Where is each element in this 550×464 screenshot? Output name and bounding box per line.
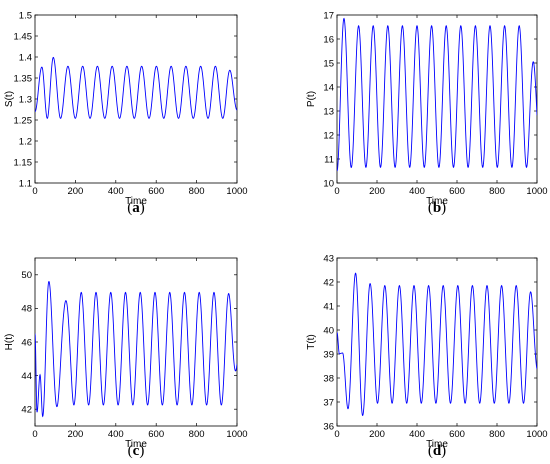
y-tick-label: 42 bbox=[21, 405, 32, 416]
y-tick-label: 10 bbox=[323, 178, 334, 189]
y-tick-label: 41 bbox=[323, 301, 334, 312]
y-tick-label: 15 bbox=[323, 58, 334, 69]
x-axis-label: Time bbox=[426, 439, 448, 450]
x-axis-label: Time bbox=[426, 196, 448, 207]
x-tick-label: 0 bbox=[32, 186, 37, 197]
x-tick-label: 400 bbox=[409, 186, 425, 197]
y-tick-label: 16 bbox=[323, 34, 334, 45]
x-axis-label: Time bbox=[125, 196, 147, 207]
y-tick-label: 11 bbox=[324, 154, 334, 165]
x-tick-label: 600 bbox=[148, 186, 164, 197]
x-tick-label: 600 bbox=[449, 186, 465, 197]
panel-d: 0 200 400 600 800 1000 36 37 38 39 40 41 42 43 Time T(t… bbox=[306, 253, 548, 459]
x-tick-label: 0 bbox=[32, 429, 37, 440]
plot-frame bbox=[34, 257, 238, 427]
series-line bbox=[337, 17, 537, 172]
y-tick-label: 48 bbox=[21, 304, 32, 315]
x-tick-label: 0 bbox=[334, 429, 339, 440]
panel-c: 0 200 400 600 800 1000 42 44 46 48 50 Time H(t) (c) bbox=[4, 257, 248, 459]
y-tick-label: 43 bbox=[323, 253, 334, 264]
y-tick-label: 1.2 bbox=[19, 136, 32, 147]
x-tick-label: 200 bbox=[67, 186, 83, 197]
x-tick-label: 1000 bbox=[526, 186, 547, 197]
x-axis-label: Time bbox=[125, 439, 147, 450]
y-tick-label: 12 bbox=[323, 130, 334, 141]
x-tick-label: 800 bbox=[489, 186, 505, 197]
y-tick-label: 1.45 bbox=[14, 31, 33, 42]
panel-letter: a bbox=[132, 200, 140, 216]
x-tick-label: 800 bbox=[189, 429, 205, 440]
series-line bbox=[35, 56, 237, 119]
panel-caption: (d) bbox=[428, 443, 446, 459]
y-tick-label: 1.35 bbox=[14, 73, 33, 84]
x-tick-label: 1000 bbox=[526, 429, 547, 440]
x-tick-label: 600 bbox=[148, 429, 164, 440]
y-tick-label: 1.4 bbox=[19, 52, 32, 63]
panel-a: 0 200 400 600 800 1000 1.1 1.15 1.2 1.25 1.3 1.35 1.… bbox=[4, 10, 248, 216]
y-tick-label: 44 bbox=[21, 371, 32, 382]
panel-letter: d bbox=[433, 443, 442, 459]
y-tick-label: 14 bbox=[323, 82, 334, 93]
y-tick-label: 36 bbox=[323, 421, 334, 432]
panel-caption: (b) bbox=[428, 200, 446, 216]
x-tick-label: 600 bbox=[449, 429, 465, 440]
x-tick-label: 200 bbox=[369, 186, 385, 197]
y-axis-label: P(t) bbox=[306, 91, 317, 107]
panel-letter: c bbox=[133, 443, 140, 459]
panel-b: 0 200 400 600 800 1000 10 11 12 13 14 15 16 17 Time P(t… bbox=[306, 10, 548, 216]
y-tick-label: 1.3 bbox=[19, 94, 32, 105]
plot-frame bbox=[336, 14, 538, 184]
y-tick-label: 1.5 bbox=[19, 10, 32, 21]
x-tick-label: 800 bbox=[189, 186, 205, 197]
plot-frame bbox=[336, 257, 538, 427]
y-tick-label: 40 bbox=[323, 325, 334, 336]
y-axis-label: T(t) bbox=[306, 334, 317, 350]
series-line bbox=[337, 272, 537, 417]
y-tick-label: 38 bbox=[323, 373, 334, 384]
x-tick-label: 1000 bbox=[226, 429, 247, 440]
y-tick-label: 13 bbox=[323, 106, 334, 117]
y-tick-label: 50 bbox=[21, 270, 32, 281]
y-tick-label: 39 bbox=[323, 349, 334, 360]
y-tick-label: 1.25 bbox=[14, 115, 33, 126]
x-tick-label: 400 bbox=[108, 429, 124, 440]
y-tick-label: 42 bbox=[323, 277, 334, 288]
panel-caption: (c) bbox=[128, 443, 145, 459]
x-tick-label: 400 bbox=[409, 429, 425, 440]
panel-caption: (a) bbox=[127, 200, 145, 216]
y-tick-label: 1.1 bbox=[19, 178, 32, 189]
x-tick-label: 800 bbox=[489, 429, 505, 440]
x-tick-label: 0 bbox=[334, 186, 339, 197]
x-tick-label: 200 bbox=[369, 429, 385, 440]
x-tick-label: 400 bbox=[108, 186, 124, 197]
plot-frame bbox=[34, 14, 238, 184]
y-tick-label: 37 bbox=[323, 397, 334, 408]
x-tick-label: 1000 bbox=[226, 186, 247, 197]
y-tick-label: 17 bbox=[323, 10, 334, 21]
y-axis-label: S(t) bbox=[4, 91, 15, 107]
y-tick-label: 46 bbox=[21, 337, 32, 348]
panel-letter: b bbox=[433, 200, 441, 216]
y-tick-label: 1.15 bbox=[14, 157, 33, 168]
y-axis-label: H(t) bbox=[4, 334, 15, 351]
x-tick-label: 200 bbox=[67, 429, 83, 440]
series-line bbox=[35, 280, 237, 418]
